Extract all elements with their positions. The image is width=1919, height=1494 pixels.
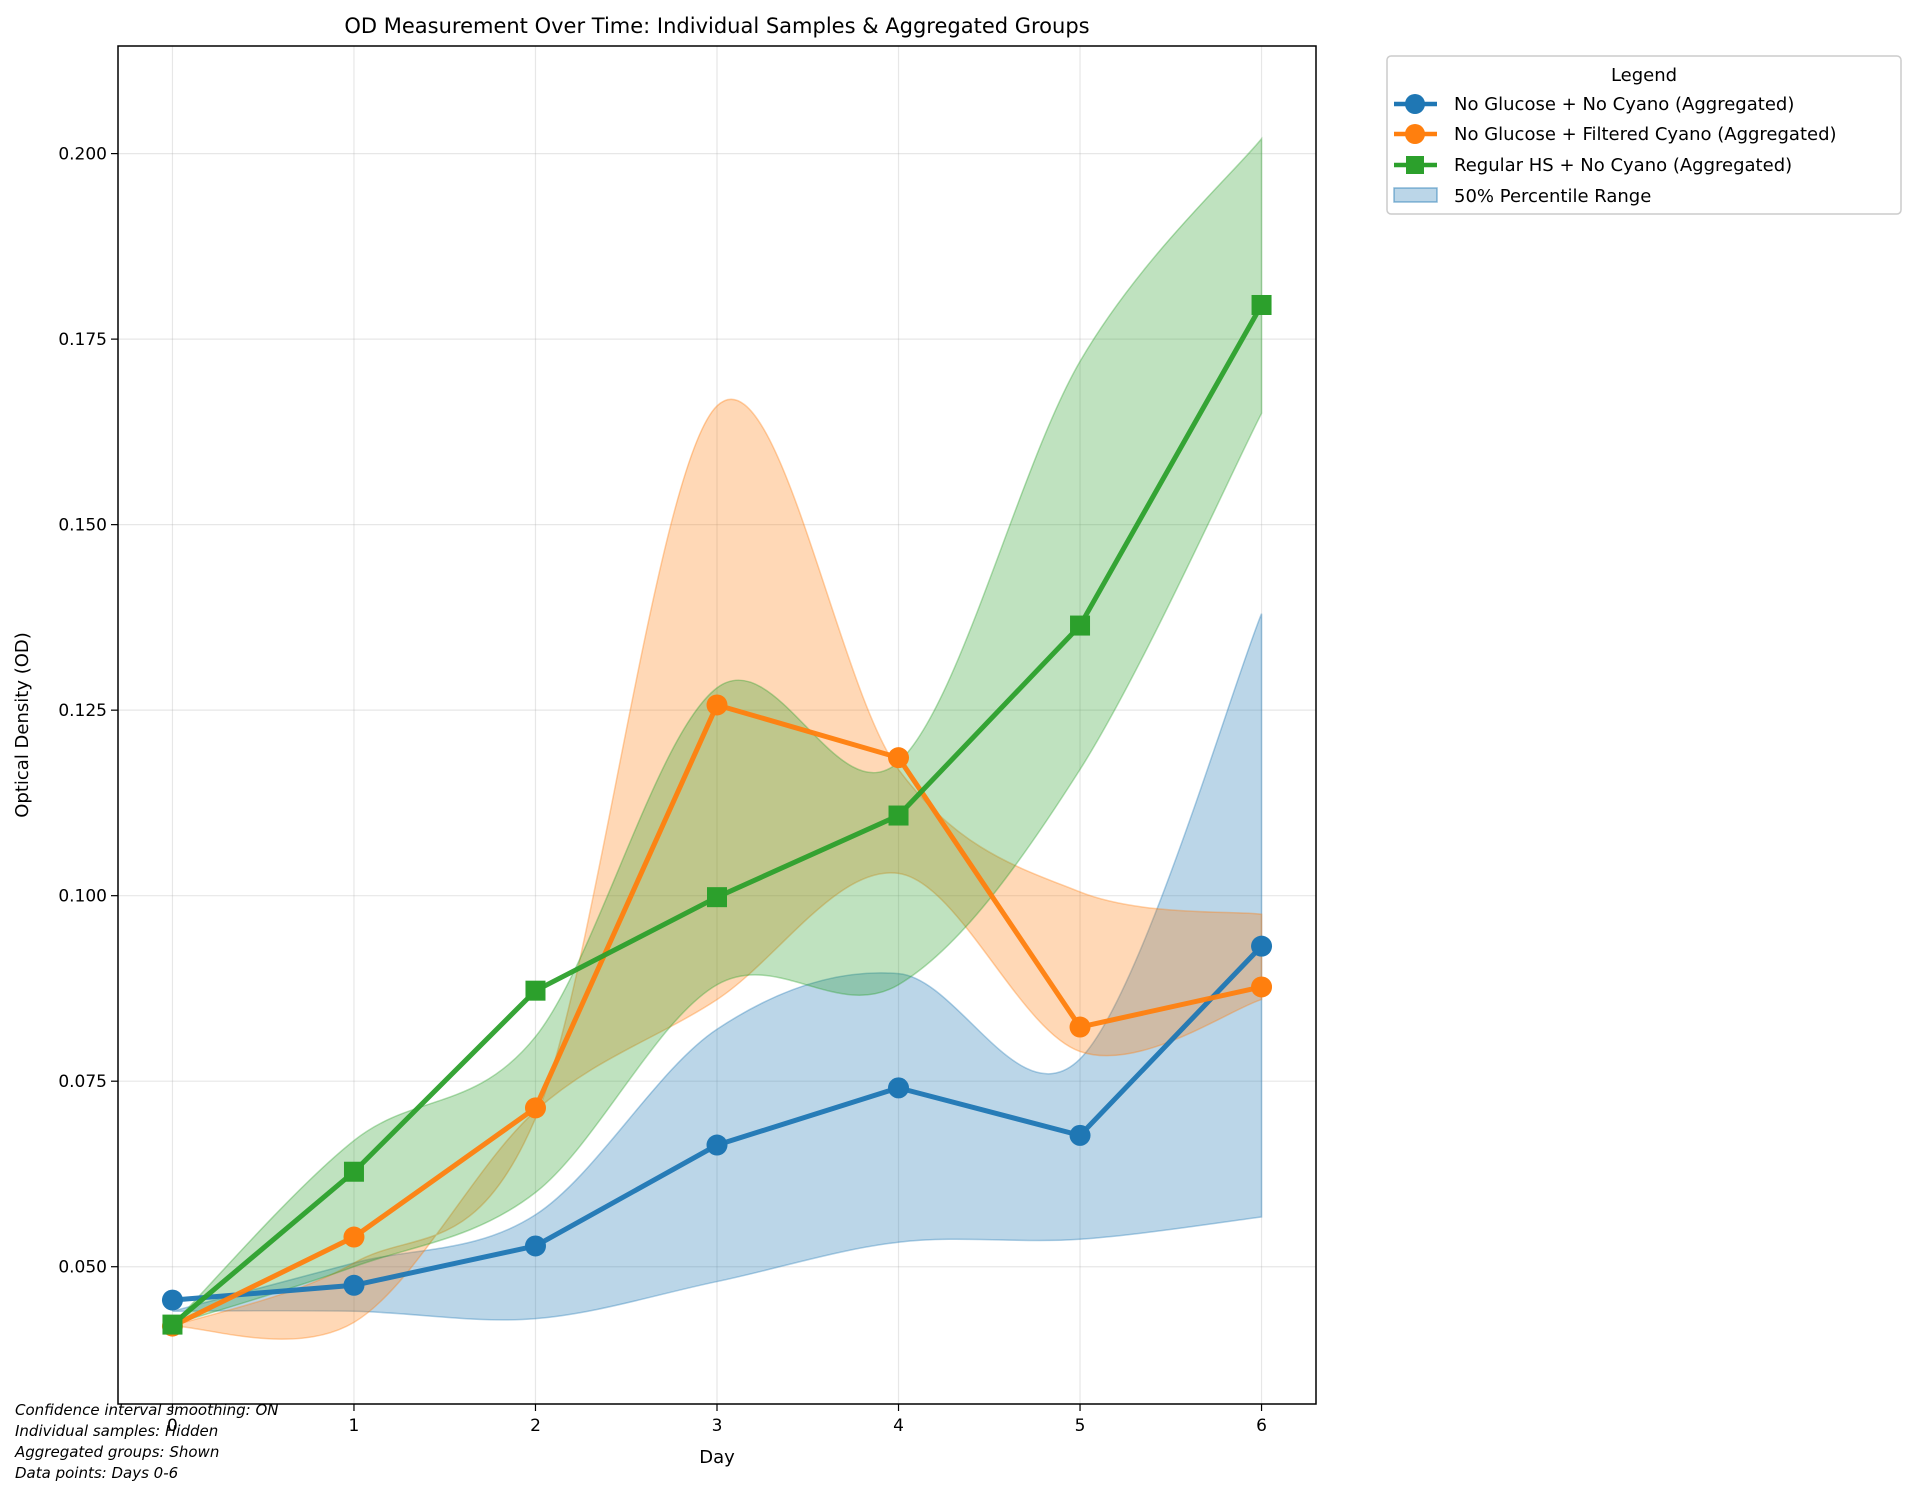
y-tick-label: 0.100 bbox=[58, 887, 107, 907]
series-markers bbox=[161, 294, 1273, 1337]
legend-label: No Glucose + Filtered Cyano (Aggregated) bbox=[1454, 124, 1837, 145]
legend-marker-circle-icon bbox=[1405, 94, 1425, 114]
point-series-1 bbox=[706, 694, 728, 716]
x-tick-label: 6 bbox=[1256, 1416, 1267, 1436]
x-tick-label: 5 bbox=[1075, 1416, 1086, 1436]
point-series-2 bbox=[162, 1314, 183, 1335]
chart-title: OD Measurement Over Time: Individual Sam… bbox=[344, 14, 1089, 38]
point-series-0 bbox=[161, 1289, 183, 1311]
legend-label: Regular HS + No Cyano (Aggregated) bbox=[1454, 155, 1792, 176]
note-smoothing: Confidence interval smoothing: ON bbox=[15, 1401, 279, 1419]
point-series-0 bbox=[1069, 1124, 1091, 1146]
point-series-2 bbox=[525, 980, 546, 1001]
point-series-2 bbox=[707, 887, 727, 908]
legend-item-percentile-range: 50% Percentile Range bbox=[1393, 186, 1651, 207]
y-tick-label: 0.175 bbox=[58, 330, 107, 350]
note-data-points: Data points: Days 0-6 bbox=[15, 1464, 179, 1482]
point-series-2 bbox=[343, 1161, 364, 1182]
point-series-0 bbox=[706, 1134, 728, 1156]
legend-band-swatch bbox=[1393, 187, 1438, 203]
y-tick-label: 0.150 bbox=[58, 516, 107, 536]
x-axis-ticks: 0 1 2 3 4 5 6 bbox=[167, 1404, 1267, 1436]
legend: Legend No Glucose + No Cyano (Aggregated… bbox=[1386, 55, 1902, 215]
settings-notes: Confidence interval smoothing: ON Indivi… bbox=[15, 1400, 279, 1484]
legend-marker-square-icon bbox=[1406, 156, 1424, 174]
point-series-0 bbox=[524, 1235, 546, 1257]
legend-label: No Glucose + No Cyano (Aggregated) bbox=[1454, 94, 1794, 115]
band-series-0 bbox=[172, 613, 1263, 1321]
legend-item-regular-hs-no-cyano: Regular HS + No Cyano (Aggregated) bbox=[1394, 155, 1792, 176]
y-tick-label: 0.075 bbox=[58, 1072, 107, 1092]
legend-item-no-glucose-no-cyano: No Glucose + No Cyano (Aggregated) bbox=[1394, 94, 1794, 115]
y-tick-label: 0.050 bbox=[58, 1258, 107, 1278]
x-tick-label: 4 bbox=[893, 1416, 904, 1436]
point-series-0 bbox=[888, 1077, 910, 1099]
point-series-2 bbox=[888, 805, 909, 826]
note-individual-samples: Individual samples: Hidden bbox=[15, 1422, 219, 1440]
legend-marker-circle-icon bbox=[1405, 124, 1425, 144]
legend-item-no-glucose-filtered-cyano: No Glucose + Filtered Cyano (Aggregated) bbox=[1394, 124, 1837, 145]
grid bbox=[118, 46, 1316, 1404]
point-series-0 bbox=[1251, 935, 1273, 957]
x-tick-label: 1 bbox=[349, 1416, 360, 1436]
y-tick-label: 0.125 bbox=[58, 701, 107, 721]
point-series-2 bbox=[1251, 294, 1272, 315]
point-series-0 bbox=[343, 1274, 365, 1296]
point-series-1 bbox=[343, 1226, 365, 1248]
x-tick-label: 2 bbox=[530, 1416, 541, 1436]
point-series-1 bbox=[1069, 1016, 1091, 1038]
point-series-1 bbox=[888, 747, 910, 769]
legend-label: 50% Percentile Range bbox=[1454, 186, 1651, 207]
band-series-2 bbox=[171, 136, 1263, 1326]
percentile-bands bbox=[171, 136, 1263, 1340]
y-axis-label: Optical Density (OD) bbox=[12, 632, 33, 818]
legend-frame bbox=[1386, 55, 1902, 215]
point-series-2 bbox=[1070, 615, 1091, 636]
x-axis-label: Day bbox=[699, 1447, 735, 1468]
x-tick-label: 3 bbox=[712, 1416, 723, 1436]
y-tick-label: 0.200 bbox=[58, 145, 107, 165]
x-tick-label: 0 bbox=[167, 1416, 178, 1436]
legend-title: Legend bbox=[1611, 65, 1677, 86]
note-aggregated-groups: Aggregated groups: Shown bbox=[15, 1443, 220, 1461]
point-series-1 bbox=[524, 1097, 546, 1119]
y-axis-ticks: 0.050 0.075 0.100 0.125 0.150 0.175 0.200 bbox=[58, 145, 118, 1278]
point-series-1 bbox=[1251, 976, 1273, 998]
